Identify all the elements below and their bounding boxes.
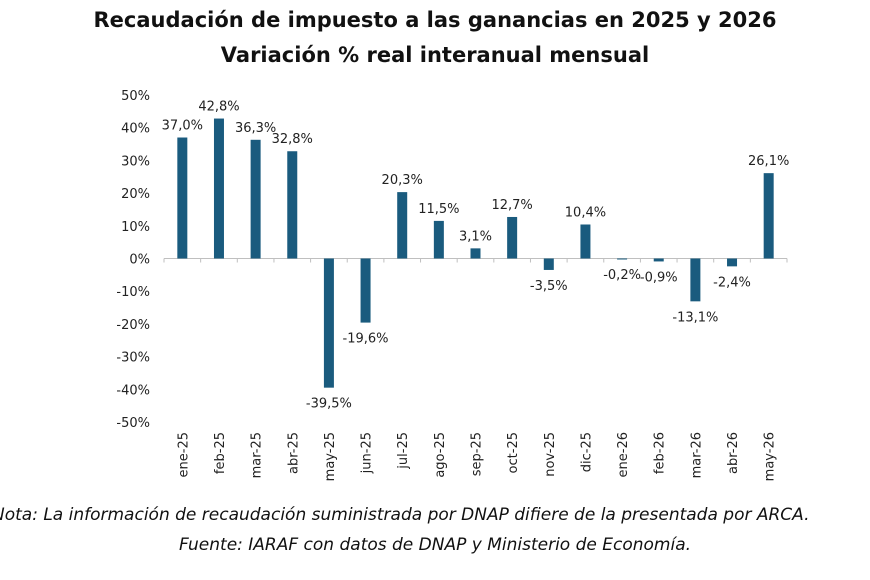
y-tick-label: 30% bbox=[121, 154, 150, 169]
x-tick-label: mar-25 bbox=[250, 432, 265, 478]
data-label: 32,8% bbox=[272, 132, 313, 147]
bar bbox=[507, 216, 518, 259]
bar bbox=[543, 258, 554, 270]
x-tick-label: oct-25 bbox=[506, 432, 521, 473]
bar bbox=[397, 192, 408, 259]
bar bbox=[287, 151, 298, 259]
x-tick-label: dic-25 bbox=[579, 432, 594, 472]
y-tick-label: -40% bbox=[116, 383, 150, 398]
data-label: -19,6% bbox=[343, 332, 389, 347]
data-label: 10,4% bbox=[565, 205, 606, 220]
y-tick-label: 40% bbox=[121, 122, 150, 137]
x-tick-label: abr-26 bbox=[726, 432, 741, 474]
y-tick-label: -10% bbox=[116, 285, 150, 300]
x-tick-label: may-25 bbox=[323, 432, 338, 481]
data-label: -39,5% bbox=[306, 397, 352, 412]
bar bbox=[177, 137, 188, 259]
bar bbox=[727, 258, 738, 267]
y-tick-label: -20% bbox=[116, 318, 150, 333]
data-label: 20,3% bbox=[382, 173, 423, 188]
data-label: -0,9% bbox=[640, 270, 678, 285]
x-tick-label: jun-25 bbox=[360, 432, 375, 474]
bar bbox=[433, 220, 444, 259]
chart-title: Recaudación de impuesto a las ganancias … bbox=[93, 8, 777, 32]
source-note: Fuente: IARAF con datos de DNAP y Minist… bbox=[178, 535, 692, 555]
y-tick-label: -50% bbox=[116, 416, 150, 431]
bar bbox=[213, 118, 224, 259]
x-tick-label: jul-25 bbox=[396, 432, 411, 470]
y-tick-label: 10% bbox=[121, 220, 150, 235]
x-tick-label: sep-25 bbox=[470, 432, 485, 476]
data-label: 42,8% bbox=[198, 100, 239, 115]
y-tick-label: -30% bbox=[116, 351, 150, 366]
x-tick-label: nov-25 bbox=[543, 432, 558, 477]
x-tick-label: feb-25 bbox=[213, 432, 228, 474]
data-label: 26,1% bbox=[748, 154, 789, 169]
y-tick-label: 20% bbox=[121, 187, 150, 202]
x-tick-label: ago-25 bbox=[433, 432, 448, 478]
data-label: -3,5% bbox=[530, 279, 568, 294]
y-tick-label: 0% bbox=[129, 253, 150, 268]
data-label: 12,7% bbox=[491, 198, 532, 213]
x-tick-label: feb-26 bbox=[653, 432, 668, 474]
x-tick-label: mar-26 bbox=[689, 432, 704, 478]
bar bbox=[653, 258, 664, 262]
bar-chart: 50% 40% 30% 20% 10% 0% -10% -20% -30% -40% -50% 37,… bbox=[116, 89, 789, 481]
x-tick-label: ene-26 bbox=[616, 432, 631, 477]
data-label: 36,3% bbox=[235, 121, 276, 136]
x-tick-label: ene-25 bbox=[176, 432, 191, 477]
bar bbox=[690, 258, 701, 302]
bar bbox=[323, 258, 334, 388]
footnote: Nota: La información de recaudación sumi… bbox=[0, 505, 810, 525]
chart-subtitle: Variación % real interanual mensual bbox=[220, 43, 650, 67]
data-label: -13,1% bbox=[672, 310, 718, 325]
x-tick-label: may-26 bbox=[763, 432, 778, 481]
bar bbox=[763, 173, 774, 259]
bar bbox=[360, 258, 371, 323]
data-label: -2,4% bbox=[713, 275, 751, 290]
x-tick-label: abr-25 bbox=[286, 432, 301, 474]
bar bbox=[250, 139, 261, 259]
y-tick-label: 50% bbox=[121, 89, 150, 104]
data-label: -0,2% bbox=[603, 268, 641, 283]
bar bbox=[580, 224, 591, 259]
bar bbox=[470, 248, 481, 259]
data-label: 3,1% bbox=[459, 229, 492, 244]
data-label: 37,0% bbox=[162, 119, 203, 134]
data-label: 11,5% bbox=[418, 202, 459, 217]
bar bbox=[617, 258, 628, 260]
